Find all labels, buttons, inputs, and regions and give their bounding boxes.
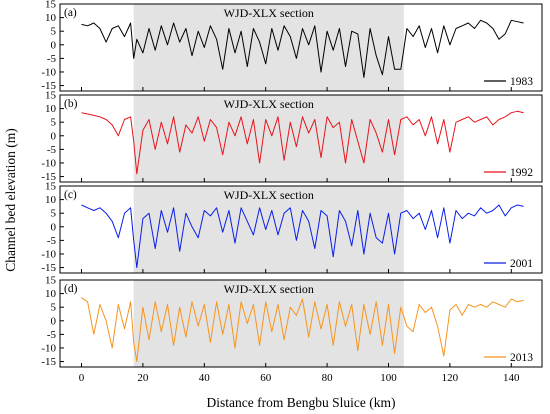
y-axis-title: Channel bed elevation (m): [3, 128, 18, 272]
y-tick-label: 5: [51, 26, 57, 38]
panel-frame: [59, 94, 543, 183]
y-tick-label: -5: [47, 329, 57, 341]
shaded-section: [133, 95, 404, 182]
legend-label: 2001: [510, 258, 533, 270]
y-tick-label: -5: [47, 144, 57, 156]
x-tick-label: 80: [322, 372, 334, 384]
section-label: WJD-XLX section: [224, 97, 314, 111]
series-line-1983: [81, 19, 524, 78]
section-label: WJD-XLX section: [224, 282, 314, 296]
y-tick-label: -15: [41, 171, 56, 183]
y-tick-label: -10: [41, 66, 56, 78]
x-axis-title: Distance from Bengbu Sluice (km): [207, 395, 396, 410]
panel-frame: [59, 279, 543, 368]
y-tick-label: 0: [51, 315, 57, 327]
y-tick-label: 15: [45, 0, 57, 11]
y-tick-label: 15: [45, 275, 57, 287]
x-tick-label: 100: [380, 372, 397, 384]
shaded-section: [133, 280, 404, 367]
panel-label: (a): [64, 7, 77, 19]
y-tick-label: -5: [47, 53, 57, 65]
series-line-2013: [81, 297, 524, 363]
y-tick-label: 0: [51, 221, 57, 233]
y-tick-label: 10: [45, 288, 57, 300]
y-tick-label: 10: [45, 194, 57, 206]
shaded-section: [133, 186, 404, 273]
legend-label: 1983: [510, 76, 533, 88]
panel-label: (c): [64, 189, 77, 201]
y-tick-label: 10: [45, 103, 57, 115]
panel-label: (d): [64, 283, 78, 295]
y-tick-label: -15: [41, 80, 56, 92]
y-tick-label: 15: [45, 90, 57, 102]
y-tick-label: -10: [41, 157, 56, 169]
y-tick-label: -10: [41, 342, 56, 354]
x-tick-label: 0: [79, 372, 85, 384]
legend-label: 1992: [510, 167, 533, 179]
x-tick-label: 60: [260, 372, 272, 384]
panel-label: (b): [64, 98, 78, 110]
y-tick-label: 5: [51, 302, 57, 314]
x-axis: 0 20 40 60 80 100 120 140: [79, 372, 520, 384]
y-tick-label: -15: [41, 356, 56, 368]
y-tick-label: 5: [51, 117, 57, 129]
x-tick-label: 140: [503, 372, 520, 384]
y-tick-label: 15: [45, 181, 57, 193]
x-tick-label: 120: [442, 372, 459, 384]
y-tick-label: 5: [51, 208, 57, 220]
panel-frame: [59, 3, 543, 92]
y-tick-label: 10: [45, 12, 57, 24]
section-label: WJD-XLX section: [224, 188, 314, 202]
x-tick-label: 40: [199, 372, 211, 384]
y-tick-label: 0: [51, 39, 57, 51]
y-tick-label: -5: [47, 235, 57, 247]
panels-layer: WJD-XLX section151050-5-10-15(a)1983WJD-…: [41, 0, 543, 368]
series-line-1992: [81, 110, 524, 175]
panel-frame: [59, 185, 543, 274]
legend-label: 2013: [510, 352, 533, 364]
section-label: WJD-XLX section: [224, 6, 314, 20]
series-line-2001: [81, 204, 524, 269]
y-tick-label: -15: [41, 262, 56, 274]
y-tick-label: 0: [51, 130, 57, 142]
x-tick-label: 20: [137, 372, 149, 384]
y-tick-label: -10: [41, 248, 56, 260]
